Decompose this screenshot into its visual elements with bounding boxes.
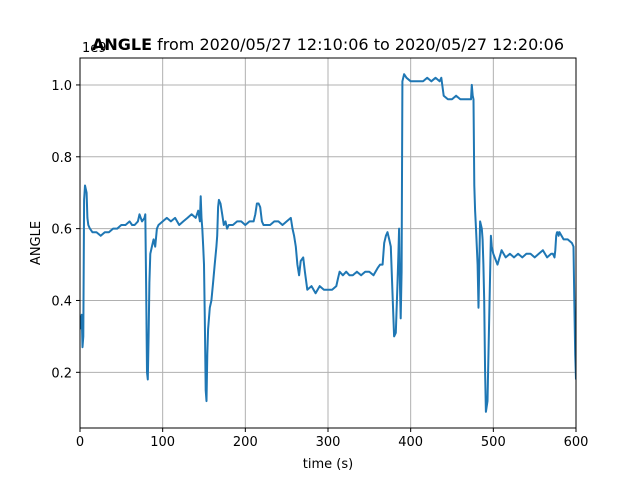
y-tick-label: 0.2 [51, 366, 72, 381]
x-tick-label: 500 [481, 435, 506, 450]
y-tick-label: 1.0 [51, 79, 72, 94]
x-axis-label: time (s) [303, 457, 353, 472]
x-tick-label: 400 [398, 435, 423, 450]
y-axis-label: ANGLE [29, 221, 44, 265]
x-tick-label: 300 [316, 435, 341, 450]
y-tick-label: 0.4 [51, 294, 72, 309]
grid-lines [79, 58, 577, 428]
y-tick-label: 0.8 [51, 151, 72, 166]
axis-ticks: 0 100 200 300 400 500 600 0.2 0.4 0.6 0.8 1.0 [51, 79, 588, 450]
x-tick-label: 0 [76, 435, 84, 450]
x-tick-label: 600 [564, 435, 589, 450]
angle-series-line [80, 73, 576, 413]
y-tick-label: 0.6 [51, 223, 72, 238]
x-tick-label: 100 [150, 435, 175, 450]
y-offset-label: 1e9 [82, 41, 107, 56]
chart-title-rest: from 2020/05/27 12:10:06 to 2020/05/27 1… [152, 35, 564, 54]
x-tick-label: 200 [233, 435, 258, 450]
chart-title: ANGLE from 2020/05/27 12:10:06 to 2020/0… [92, 35, 564, 54]
data-series [80, 73, 576, 413]
chart-title-bold: ANGLE [92, 35, 152, 54]
